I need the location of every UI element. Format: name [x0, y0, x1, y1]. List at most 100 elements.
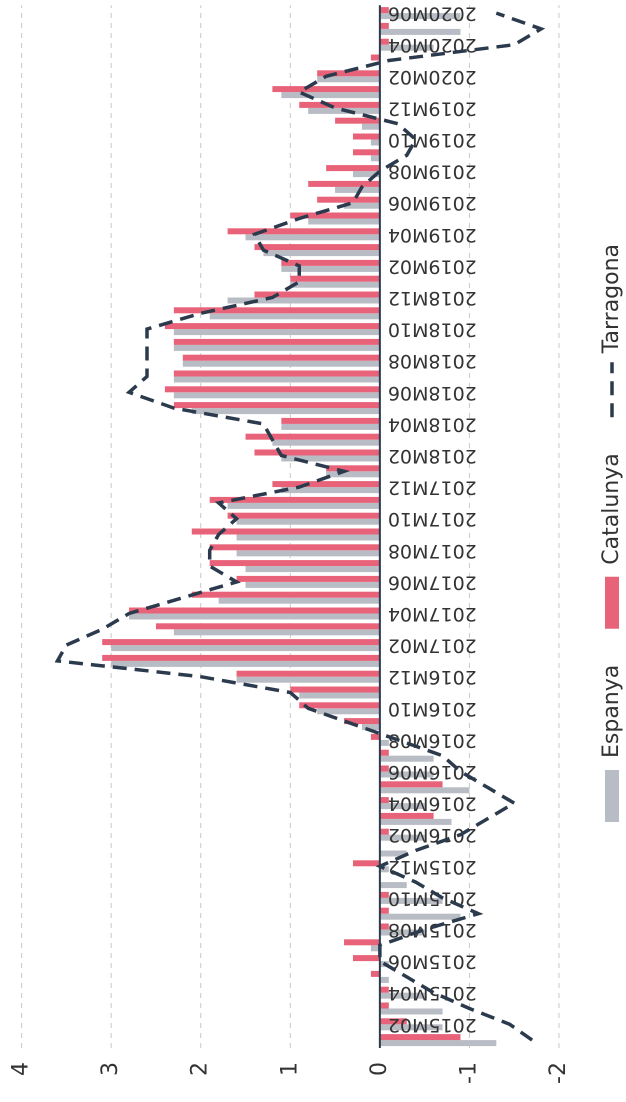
bar	[299, 692, 380, 699]
bar	[281, 92, 380, 99]
x-tick-label: 2017M08	[388, 540, 477, 562]
x-tick-label: 2018M06	[388, 382, 477, 404]
bar	[281, 417, 380, 424]
legend-label: Catalunya	[599, 453, 624, 564]
bar	[379, 923, 389, 930]
bar	[379, 986, 389, 993]
x-tick-label: 2017M10	[388, 508, 477, 530]
x-tick-label: 2018M02	[388, 445, 477, 467]
bar	[379, 787, 470, 794]
x-tick-label: 2015M02	[388, 1014, 477, 1036]
bar	[272, 439, 380, 446]
bar	[290, 212, 380, 219]
bar	[173, 370, 380, 377]
bar	[111, 645, 380, 652]
bar	[263, 250, 380, 257]
bar	[379, 739, 389, 746]
bar	[245, 234, 380, 241]
bar	[370, 945, 380, 952]
x-tick-label: 2018M08	[388, 350, 477, 372]
x-tick-label: 2019M06	[388, 192, 477, 214]
bar	[182, 360, 380, 367]
bar	[227, 297, 380, 304]
bar	[379, 913, 461, 920]
x-tick-label: 2019M12	[388, 97, 477, 119]
bar	[209, 313, 380, 320]
bar	[379, 28, 461, 35]
bar	[317, 196, 380, 203]
bar	[236, 534, 380, 541]
bar	[245, 433, 380, 440]
bar	[379, 755, 434, 762]
legend-symbol	[605, 576, 619, 629]
bar	[129, 613, 380, 620]
bar	[227, 512, 380, 519]
bar	[173, 376, 380, 383]
legend-label: Tarragona	[599, 244, 624, 354]
bar	[326, 165, 380, 172]
bar	[379, 882, 407, 889]
bar	[173, 329, 380, 336]
x-tick-label: 2020M04	[388, 34, 477, 56]
bar	[102, 654, 380, 661]
bar	[379, 749, 389, 756]
x-tick-label: 2018M04	[388, 413, 477, 435]
bar	[379, 797, 389, 804]
bar	[164, 386, 380, 393]
bar	[379, 7, 389, 14]
bar	[281, 423, 380, 430]
y-tick-label: 1	[277, 1062, 302, 1076]
bar	[218, 597, 380, 604]
bar	[379, 850, 407, 857]
x-tick-label: 2015M08	[388, 919, 477, 941]
bar	[182, 354, 380, 361]
bar	[129, 607, 380, 614]
bar	[236, 575, 380, 582]
bar	[379, 1008, 443, 1015]
bar	[272, 86, 380, 93]
bar	[370, 733, 380, 740]
bar	[379, 812, 434, 819]
bar	[155, 623, 380, 630]
bar	[173, 338, 380, 345]
bar	[290, 686, 380, 693]
x-tick-label: 2019M10	[388, 129, 477, 151]
x-tick-label: 2016M08	[388, 729, 477, 751]
x-tick-label: 2020M02	[388, 66, 477, 88]
bar	[379, 907, 389, 914]
y-tick-label: -2	[546, 1062, 571, 1084]
x-tick-label: 2020M06	[388, 3, 477, 25]
x-tick-label: 2017M06	[388, 571, 477, 593]
bar	[379, 771, 434, 778]
bar	[290, 275, 380, 282]
bar	[379, 13, 461, 20]
bar	[245, 581, 380, 588]
bar	[164, 323, 380, 330]
x-tick-label: 2016M10	[388, 698, 477, 720]
bar	[370, 155, 380, 162]
bar	[352, 860, 380, 867]
bar	[245, 566, 380, 573]
bar	[370, 54, 380, 61]
x-tick-label: 2016M12	[388, 666, 477, 688]
bar	[379, 897, 443, 904]
x-tick-label: 2017M04	[388, 603, 477, 625]
bar	[173, 629, 380, 636]
bar	[370, 970, 380, 977]
bar	[191, 528, 380, 535]
bar	[379, 834, 425, 841]
x-tick-label: 2018M12	[388, 287, 477, 309]
bar	[281, 259, 380, 266]
bar	[173, 402, 380, 409]
y-tick-label: 3	[98, 1062, 123, 1076]
bar	[299, 702, 380, 709]
bar	[272, 481, 380, 488]
bar	[379, 803, 425, 810]
bar	[254, 291, 380, 298]
bar	[102, 639, 380, 646]
x-tick-label: 2017M02	[388, 635, 477, 657]
bar	[344, 202, 380, 209]
bar	[379, 1002, 389, 1009]
bar	[236, 676, 380, 683]
